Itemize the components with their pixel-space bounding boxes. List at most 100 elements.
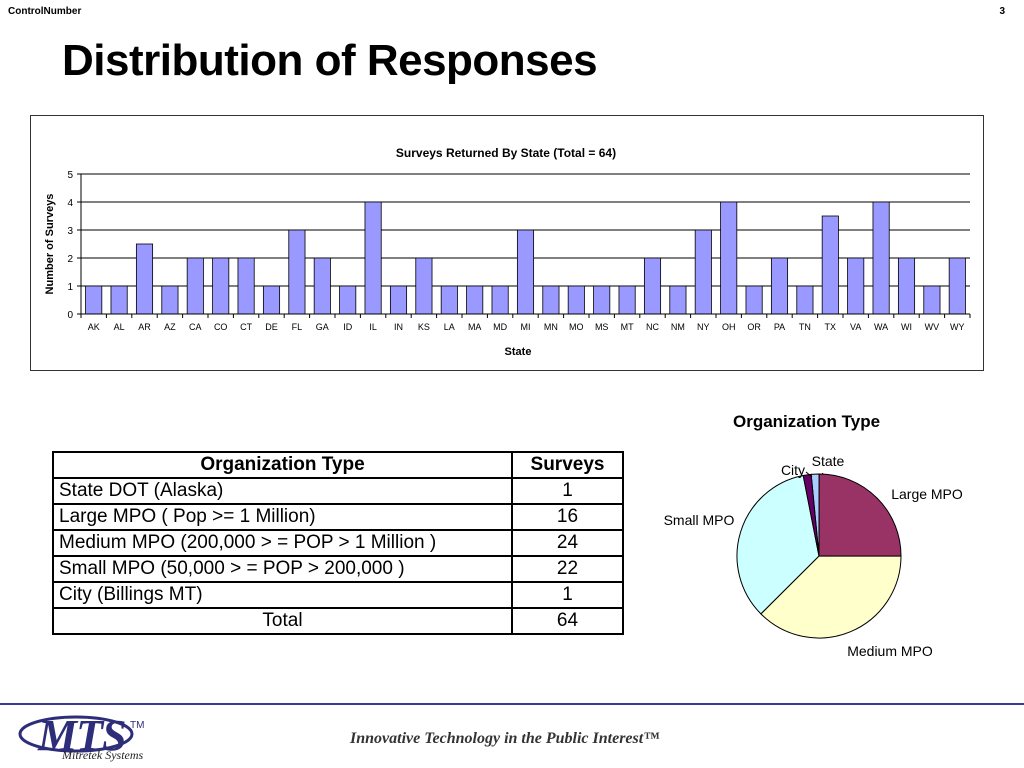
org-type-cell: State DOT (Alaska) — [52, 477, 513, 505]
x-tick-label: OR — [747, 322, 761, 332]
bar — [618, 285, 636, 315]
x-tick-label: PA — [774, 322, 785, 332]
bar — [643, 257, 662, 315]
logo-text: MTS — [38, 711, 126, 760]
page-number: 3 — [999, 6, 1005, 17]
bar — [466, 285, 484, 315]
pie-label: Large MPO — [891, 486, 963, 502]
bar — [872, 201, 890, 315]
x-tick-label: WY — [950, 322, 965, 332]
x-tick-label: CA — [189, 322, 202, 332]
x-tick-label: GA — [316, 322, 329, 332]
header-control-number: ControlNumber — [8, 6, 82, 17]
org-type-cell: Large MPO ( Pop >= 1 Million) — [52, 503, 513, 531]
table-row: Small MPO (50,000 > = POP > 200,000 ) 22 — [52, 555, 624, 583]
pie-chart-title: Organization Type — [733, 412, 881, 431]
bar — [897, 257, 916, 315]
x-tick-label: IN — [394, 322, 403, 332]
bar — [491, 285, 509, 315]
surveys-cell: 16 — [511, 503, 624, 531]
bar — [796, 285, 814, 315]
bar — [567, 285, 585, 315]
pie-slice — [818, 473, 902, 557]
bar-chart: Surveys Returned By State (Total = 64) 0 1… — [44, 146, 971, 358]
y-axis-label: Number of Surveys — [44, 194, 56, 295]
bar — [186, 257, 204, 315]
bar — [694, 229, 712, 315]
bar — [720, 201, 738, 315]
table-row: State DOT (Alaska) 1 — [52, 477, 624, 505]
bar — [364, 201, 382, 315]
slide-title: Distribution of Responses — [62, 36, 598, 85]
logo-subtitle: Mitretek Systems — [62, 748, 144, 762]
x-tick-label: DE — [265, 322, 278, 332]
x-tick-label: NC — [646, 322, 659, 332]
x-tick-label: KS — [418, 322, 430, 332]
bar — [948, 257, 966, 315]
x-tick-label: MT — [621, 322, 634, 332]
x-axis-label: State — [505, 346, 532, 358]
y-tick-label: 4 — [67, 198, 73, 209]
bar — [110, 285, 128, 315]
org-type-cell: Small MPO (50,000 > = POP > 200,000 ) — [52, 555, 513, 583]
y-tick-label: 2 — [67, 254, 73, 265]
x-tick-label: LA — [444, 322, 455, 332]
pie-slice — [760, 555, 902, 639]
x-tick-label: AK — [88, 322, 100, 332]
pie-label: Medium MPO — [847, 643, 933, 659]
pie-label: State — [812, 453, 845, 469]
bar — [262, 285, 281, 315]
bar — [669, 285, 687, 315]
x-tick-label: FL — [292, 322, 303, 332]
bar — [415, 257, 433, 315]
x-tick-label: AZ — [164, 322, 176, 332]
pie-label: Small MPO — [664, 512, 735, 528]
x-tick-label: MD — [493, 322, 507, 332]
bar — [212, 257, 230, 315]
table-row: Large MPO ( Pop >= 1 Million) 16 — [52, 503, 624, 531]
x-tick-label: CO — [214, 322, 228, 332]
bar — [135, 243, 154, 315]
surveys-cell: 1 — [511, 581, 624, 609]
bar — [516, 229, 535, 315]
bar — [593, 285, 611, 315]
x-tick-label: CT — [240, 322, 252, 332]
bar — [745, 285, 763, 315]
org-type-cell: City (Billings MT) — [52, 581, 513, 609]
x-tick-label: WV — [925, 322, 940, 332]
x-tick-label: MN — [544, 322, 558, 332]
y-tick-label: 0 — [67, 310, 73, 321]
bar — [288, 229, 306, 315]
bar — [821, 215, 839, 315]
x-tick-label: TX — [825, 322, 837, 332]
x-tick-label: TN — [799, 322, 811, 332]
logo-swoosh-icon — [18, 715, 134, 753]
y-tick-label: 3 — [67, 226, 73, 237]
column-header-surveys: Surveys — [511, 451, 624, 479]
pie-chart: State Large MPO Medium MPO Small MPO City — [664, 453, 963, 659]
footer-tagline: Innovative Technology in the Public Inte… — [350, 730, 660, 747]
x-tick-label: NM — [671, 322, 685, 332]
surveys-cell: 22 — [511, 555, 624, 583]
y-tick-label: 1 — [67, 282, 73, 293]
table-row: City (Billings MT) 1 — [52, 581, 624, 609]
bar — [923, 285, 941, 315]
bar — [847, 257, 865, 315]
pie-leader-line — [805, 471, 813, 478]
x-tick-label: ID — [343, 322, 353, 332]
bar — [770, 257, 789, 315]
total-label-cell: Total — [52, 607, 513, 635]
y-tick-label: 5 — [67, 170, 73, 181]
bar — [237, 257, 255, 315]
total-value-cell: 64 — [511, 607, 624, 635]
pie-slice — [736, 474, 820, 615]
x-tick-label: MI — [521, 322, 531, 332]
bar — [440, 285, 458, 315]
bar — [542, 285, 560, 315]
bar — [85, 285, 103, 315]
organization-table: Organization Type Surveys State DOT (Ala… — [52, 451, 624, 635]
table-total-row: Total 64 — [52, 607, 624, 635]
x-tick-label: IL — [369, 322, 377, 332]
x-tick-label: VA — [850, 322, 861, 332]
bar-chart-title: Surveys Returned By State (Total = 64) — [396, 146, 616, 160]
